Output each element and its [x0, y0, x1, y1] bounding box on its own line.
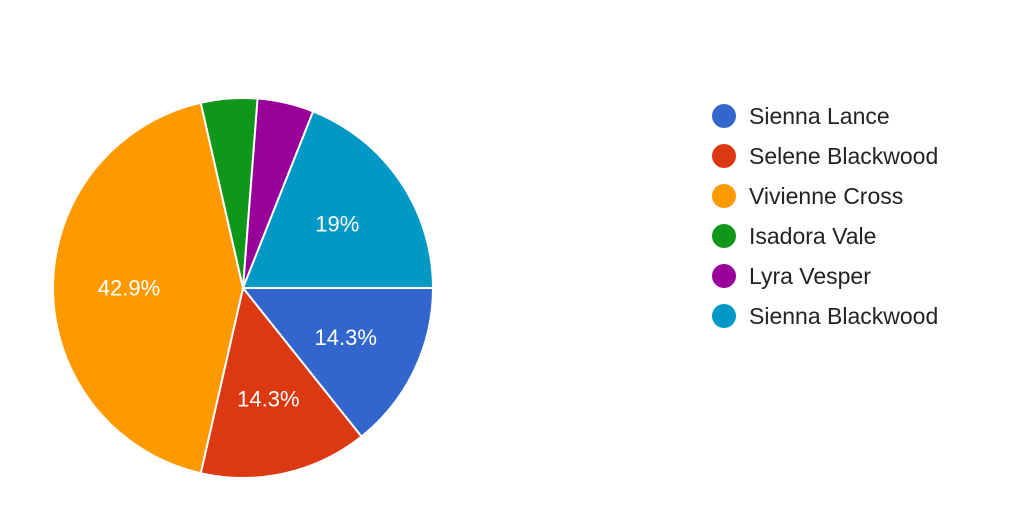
slice-label-sienna-lance: 14.3% [315, 325, 377, 350]
legend-label: Sienna Lance [749, 102, 890, 129]
legend-item-sienna-blackwood[interactable]: Sienna Blackwood [712, 296, 938, 336]
slice-label-sienna-blackwood: 19% [315, 211, 359, 236]
legend-swatch [712, 224, 736, 248]
legend-label: Selene Blackwood [749, 142, 939, 169]
legend-swatch [712, 264, 736, 288]
pie-slice-sienna-lance[interactable] [240, 287, 435, 438]
legend-swatch [712, 104, 736, 128]
legend-item-isadora-vale[interactable]: Isadora Vale [712, 216, 938, 256]
legend-label: Sienna Blackwood [749, 302, 939, 329]
legend-item-lyra-vesper[interactable]: Lyra Vesper [712, 256, 938, 296]
pie-slice-vivienne-cross[interactable] [52, 101, 245, 475]
pie-slice-sienna-blackwood[interactable] [241, 110, 435, 289]
legend-swatch [712, 144, 736, 168]
legend-item-sienna-lance[interactable]: Sienna Lance [712, 96, 938, 136]
legend-label: Isadora Vale [749, 222, 877, 249]
legend-label: Lyra Vesper [749, 262, 871, 289]
slice-label-vivienne-cross: 42.9% [98, 276, 160, 301]
legend-label: Vivienne Cross [749, 182, 904, 209]
legend: Sienna Lance Selene Blackwood Vivienne Cro… [712, 96, 938, 336]
pie-slice-selene-blackwood[interactable] [199, 285, 363, 479]
legend-item-vivienne-cross[interactable]: Vivienne Cross [712, 176, 938, 216]
legend-swatch [712, 184, 736, 208]
slice-label-selene-blackwood: 14.3% [237, 387, 299, 412]
legend-swatch [712, 304, 736, 328]
legend-item-selene-blackwood[interactable]: Selene Blackwood [712, 136, 938, 176]
